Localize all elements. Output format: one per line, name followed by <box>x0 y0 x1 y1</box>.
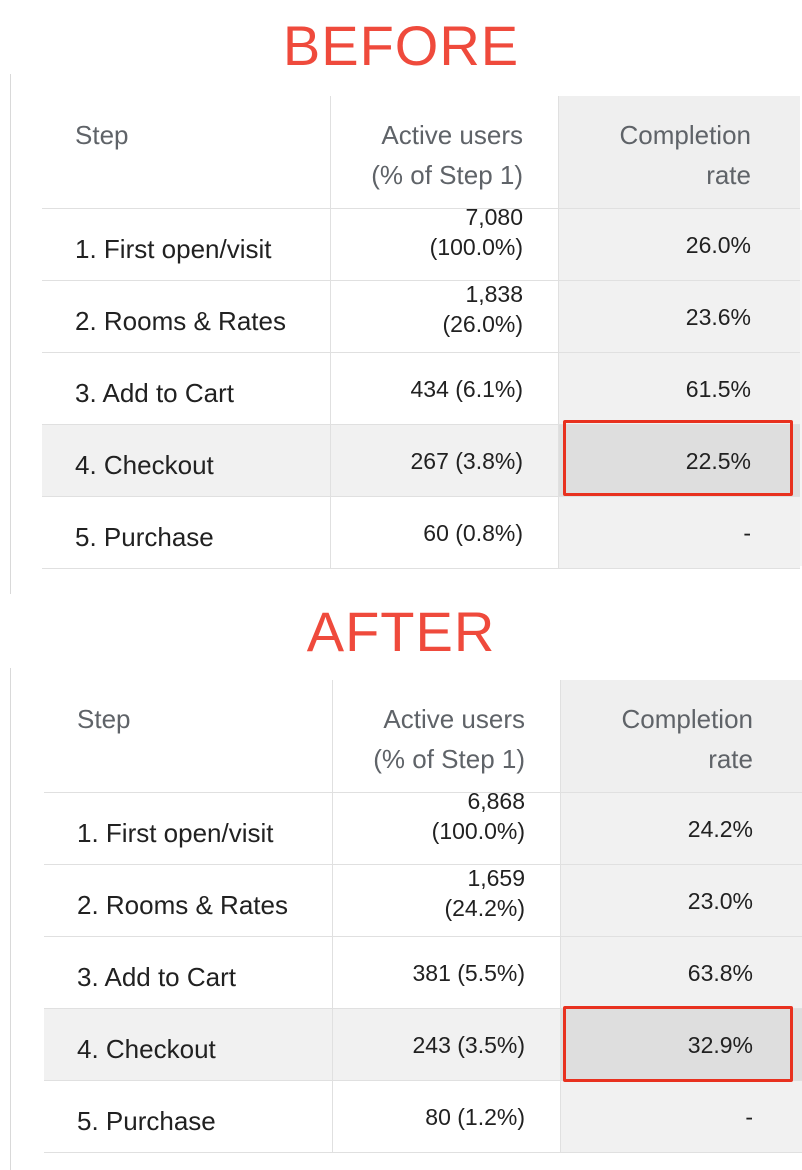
active-users-value: 381 (5.5%) <box>332 937 560 1009</box>
completion-rate-value: - <box>560 1081 802 1153</box>
table-row-highlighted[interactable]: 4. Checkout 243 (3.5%) 32.9% <box>44 1009 802 1081</box>
completion-rate-value: 61.5% <box>558 353 800 425</box>
row-divider <box>42 280 800 281</box>
step-name: 2. Rooms & Rates <box>77 890 288 920</box>
after-funnel-table: Step Active users (% of Step 1) Completio… <box>44 680 802 1154</box>
column-header-completion-rate[interactable]: Completion rate <box>558 96 800 208</box>
table-row[interactable]: 3. Add to Cart 381 (5.5%) 63.8% <box>44 937 802 1009</box>
left-divider <box>10 74 11 594</box>
table-header: Step Active users (% of Step 1) Completio… <box>42 96 800 208</box>
row-divider <box>44 1152 802 1153</box>
completion-rate-value: 24.2% <box>560 793 802 865</box>
completion-rate-value: 26.0% <box>558 209 800 281</box>
completion-rate-value: 32.9% <box>560 1009 802 1081</box>
row-divider <box>42 568 800 569</box>
row-divider <box>42 208 800 209</box>
active-users-value: 6,868 (100.0%) <box>332 788 560 865</box>
row-divider <box>42 496 800 497</box>
step-name: 1. First open/visit <box>77 818 274 848</box>
row-divider <box>44 792 802 793</box>
step-name: 2. Rooms & Rates <box>75 306 286 336</box>
step-name: 4. Checkout <box>77 1034 216 1064</box>
active-users-value: 80 (1.2%) <box>332 1081 560 1153</box>
row-divider <box>44 936 802 937</box>
after-heading: AFTER <box>306 600 496 663</box>
table-header: Step Active users (% of Step 1) Completio… <box>44 680 802 792</box>
table-row[interactable]: 5. Purchase 60 (0.8%) - <box>42 497 800 569</box>
active-users-value: 243 (3.5%) <box>332 1009 560 1081</box>
active-users-value: 434 (6.1%) <box>330 353 558 425</box>
active-users-value: 60 (0.8%) <box>330 497 558 569</box>
active-users-value: 267 (3.8%) <box>330 425 558 497</box>
table-row[interactable]: 1. First open/visit 7,080 (100.0%) 26.0% <box>42 204 800 281</box>
table-row-highlighted[interactable]: 4. Checkout 267 (3.8%) 22.5% <box>42 425 800 497</box>
column-header-completion-rate[interactable]: Completion rate <box>560 680 802 792</box>
active-users-value: 7,080 (100.0%) <box>330 204 558 281</box>
row-divider <box>44 1008 802 1009</box>
left-divider <box>10 668 11 1170</box>
step-name: 5. Purchase <box>77 1106 216 1136</box>
table-row[interactable]: 2. Rooms & Rates 1,659 (24.2%) 23.0% <box>44 865 802 937</box>
step-name: 3. Add to Cart <box>75 378 234 408</box>
completion-rate-value: 23.0% <box>560 865 802 937</box>
row-divider <box>42 424 800 425</box>
table-row[interactable]: 1. First open/visit 6,868 (100.0%) 24.2% <box>44 788 802 865</box>
table-row[interactable]: 5. Purchase 80 (1.2%) - <box>44 1081 802 1153</box>
highlight-box <box>563 420 793 496</box>
highlight-box <box>563 1006 793 1082</box>
before-funnel-table: Step Active users (% of Step 1) Completio… <box>42 96 800 570</box>
completion-rate-value: 23.6% <box>558 281 800 353</box>
completion-rate-value: 63.8% <box>560 937 802 1009</box>
before-heading: BEFORE <box>282 14 520 77</box>
step-name: 5. Purchase <box>75 522 214 552</box>
row-divider <box>44 1080 802 1081</box>
step-name: 4. Checkout <box>75 450 214 480</box>
completion-rate-value: - <box>558 497 800 569</box>
column-header-active-users[interactable]: Active users (% of Step 1) <box>332 680 560 792</box>
column-header-step[interactable]: Step <box>75 120 129 150</box>
completion-rate-value: 22.5% <box>558 425 800 497</box>
column-header-active-users[interactable]: Active users (% of Step 1) <box>330 96 558 208</box>
row-divider <box>42 352 800 353</box>
row-divider <box>44 864 802 865</box>
table-row[interactable]: 2. Rooms & Rates 1,838 (26.0%) 23.6% <box>42 281 800 353</box>
active-users-value: 1,838 (26.0%) <box>330 281 558 353</box>
table-row[interactable]: 3. Add to Cart 434 (6.1%) 61.5% <box>42 353 800 425</box>
column-header-step[interactable]: Step <box>77 704 131 734</box>
step-name: 3. Add to Cart <box>77 962 236 992</box>
active-users-value: 1,659 (24.2%) <box>332 865 560 937</box>
step-name: 1. First open/visit <box>75 234 272 264</box>
